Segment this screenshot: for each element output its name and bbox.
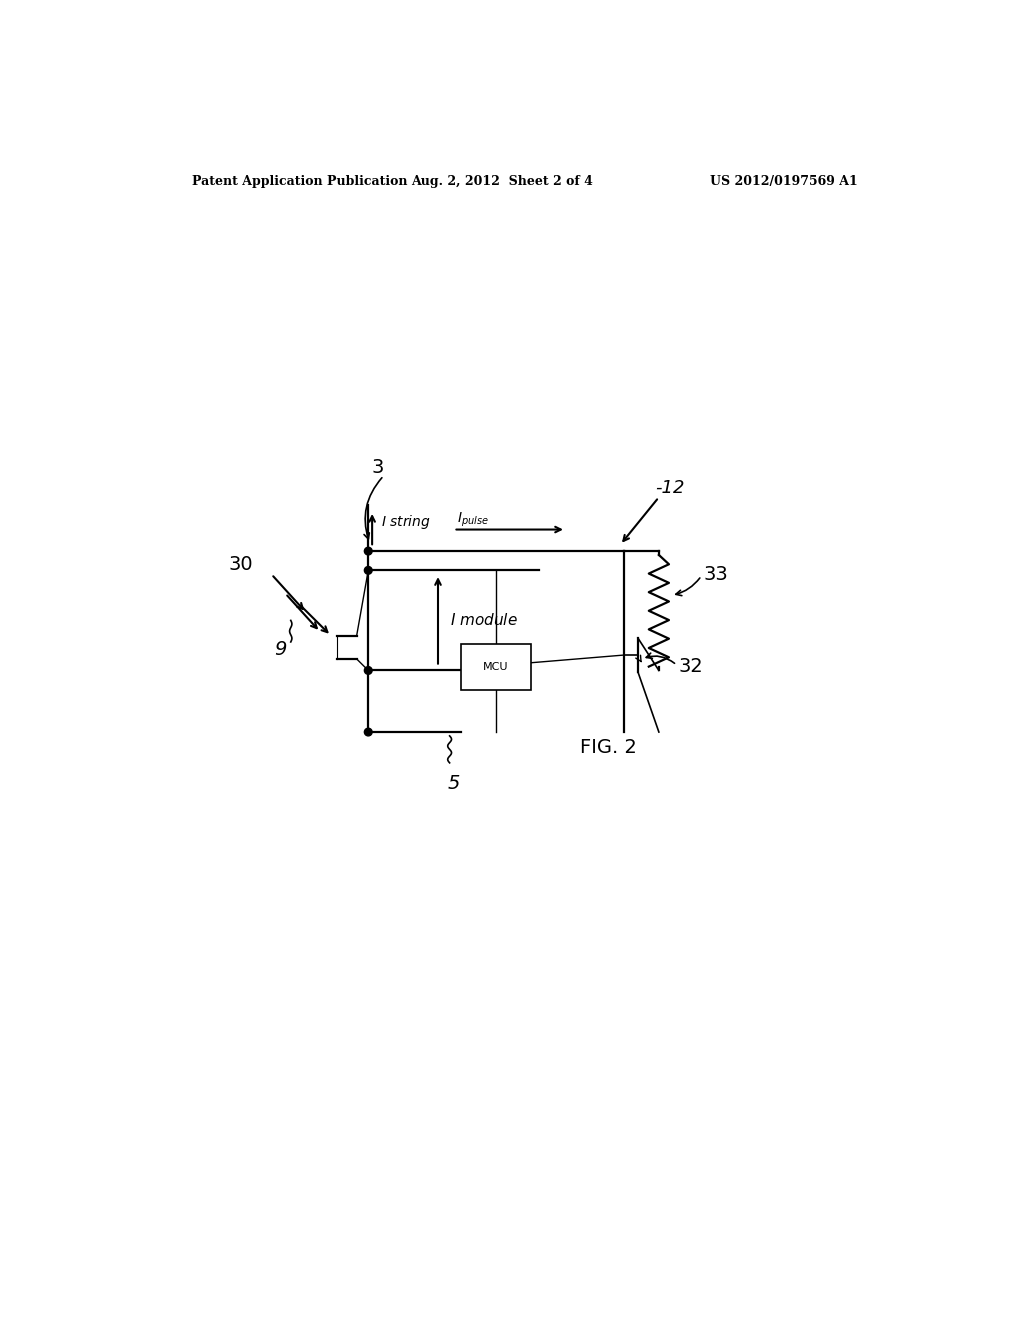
Text: $I$ module: $I$ module (450, 612, 517, 628)
Text: 32: 32 (678, 657, 703, 676)
Text: $I$ string: $I$ string (381, 513, 431, 531)
Circle shape (365, 566, 372, 574)
Text: 3: 3 (372, 458, 384, 478)
Text: 5: 5 (447, 775, 460, 793)
Circle shape (365, 548, 372, 554)
Text: MCU: MCU (483, 661, 509, 672)
Text: -12: -12 (655, 479, 684, 496)
Text: FIG. 2: FIG. 2 (580, 738, 637, 756)
Circle shape (365, 667, 372, 675)
Text: Patent Application Publication: Patent Application Publication (191, 176, 408, 187)
Text: 30: 30 (229, 556, 254, 574)
Text: $I_{pulse}$: $I_{pulse}$ (458, 511, 489, 529)
Text: 33: 33 (703, 565, 728, 583)
Circle shape (365, 729, 372, 737)
Text: 9: 9 (273, 640, 286, 659)
Text: US 2012/0197569 A1: US 2012/0197569 A1 (711, 176, 858, 187)
Text: Aug. 2, 2012  Sheet 2 of 4: Aug. 2, 2012 Sheet 2 of 4 (411, 176, 593, 187)
Bar (461, 644, 531, 689)
